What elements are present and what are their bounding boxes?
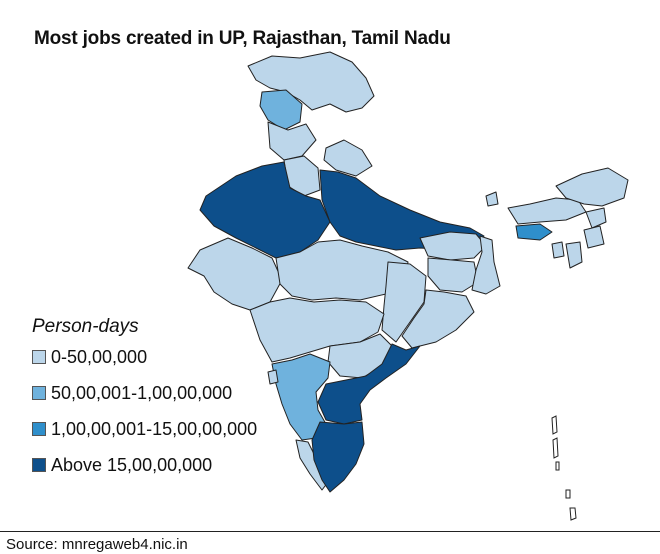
region-maharashtra	[249, 297, 385, 363]
source-note: Source: mnregaweb4.nic.in	[6, 536, 188, 553]
region-kerala	[295, 439, 329, 491]
island-nicobar-2	[569, 507, 577, 521]
region-punjab	[267, 121, 317, 161]
legend: Person-days 0-50,00,000 50,00,001-1,00,0…	[32, 316, 257, 488]
island-andaman-2	[552, 437, 559, 459]
legend-swatch	[32, 458, 46, 472]
island-andaman-3	[555, 461, 560, 471]
legend-item: 0-50,00,000	[32, 344, 257, 370]
legend-item: 50,00,001-1,00,00,000	[32, 380, 257, 406]
region-mizoram	[565, 241, 583, 269]
legend-label: 0-50,00,000	[51, 346, 148, 367]
region-andhra-pradesh	[317, 343, 421, 425]
region-uttarakhand	[323, 139, 373, 177]
legend-title: Person-days	[32, 316, 139, 337]
legend-item: 1,00,00,001-15,00,00,000	[32, 416, 257, 442]
region-karnataka	[271, 353, 331, 441]
legend-label: 50,00,001-1,00,00,000	[51, 382, 233, 403]
island-nicobar-1	[565, 489, 571, 499]
region-assam	[507, 197, 587, 225]
legend-label: Above 15,00,00,000	[51, 454, 213, 475]
legend-item: Above 15,00,00,000	[32, 452, 257, 478]
region-rajasthan	[199, 161, 331, 259]
region-tamil-nadu	[311, 421, 365, 493]
region-goa	[267, 369, 279, 385]
legend-swatch	[32, 350, 46, 364]
region-manipur	[583, 225, 605, 249]
map-title: Most jobs created in UP, Rajasthan, Tami…	[34, 28, 451, 49]
region-jharkhand	[427, 257, 479, 293]
region-arunachal-pradesh	[555, 167, 629, 207]
region-tripura	[551, 241, 565, 259]
region-meghalaya	[515, 223, 553, 241]
region-nagaland	[585, 207, 607, 229]
region-sikkim	[485, 191, 499, 207]
legend-swatch	[32, 422, 46, 436]
legend-swatch	[32, 386, 46, 400]
region-jammu-kashmir	[247, 51, 375, 113]
source-divider	[0, 531, 660, 532]
region-himachal-pradesh	[259, 89, 303, 131]
region-chhattisgarh	[381, 261, 427, 343]
legend-label: 1,00,00,001-15,00,00,000	[51, 418, 258, 439]
region-west-bengal	[471, 235, 501, 295]
island-andaman-1	[551, 415, 558, 435]
region-bihar	[419, 231, 487, 261]
region-odisha	[401, 289, 475, 349]
